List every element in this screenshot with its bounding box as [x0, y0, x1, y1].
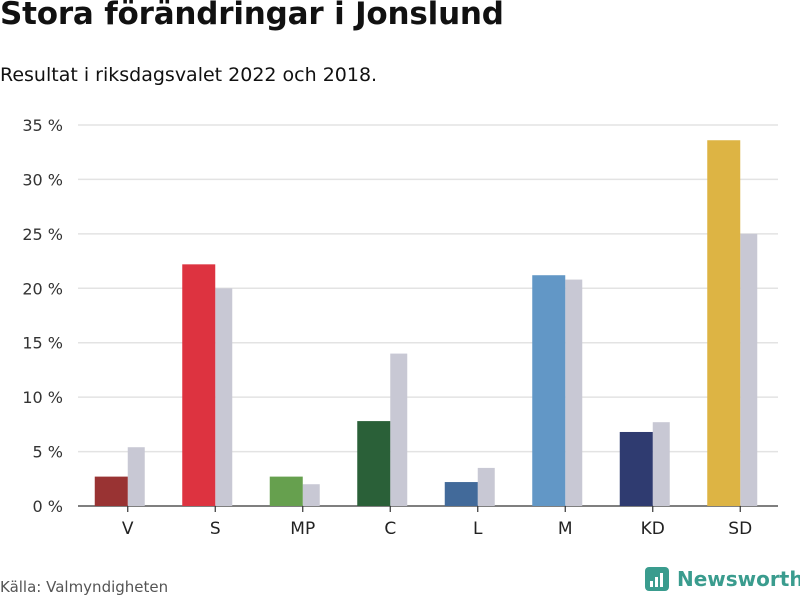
y-tick-label: 10 %	[22, 388, 63, 407]
y-tick-label: 25 %	[22, 225, 63, 244]
bar-previous-C	[390, 353, 408, 506]
y-tick-label: 30 %	[22, 170, 63, 189]
bar-previous-L	[477, 467, 495, 506]
bar-chart-icon	[645, 567, 669, 591]
x-tick-label: C	[384, 519, 396, 539]
bar-previous-V	[127, 447, 145, 506]
bar-previous-KD	[652, 422, 670, 506]
source-note: Källa: Valmyndigheten	[0, 578, 169, 596]
x-tick-label: M	[558, 519, 573, 539]
x-tick-label: SD	[728, 519, 752, 539]
chart-title: Stora förändringar i Jonslund	[0, 0, 504, 32]
y-tick-label: 15 %	[22, 334, 63, 353]
x-tick-label: L	[473, 519, 483, 539]
bar-current-KD	[619, 431, 653, 506]
bar-current-SD	[707, 140, 741, 507]
bar-current-C	[357, 421, 391, 506]
bar-previous-M	[565, 279, 583, 506]
chart-subtitle: Resultat i riksdagsvalet 2022 och 2018.	[0, 64, 378, 86]
bar-current-V	[94, 476, 128, 506]
bar-current-MP	[269, 476, 303, 506]
bar-previous-MP	[302, 484, 320, 506]
y-tick-label: 5 %	[33, 443, 63, 462]
bar-previous-SD	[740, 233, 758, 506]
y-tick-label: 0 %	[33, 497, 63, 516]
x-tick-label: KD	[641, 519, 665, 539]
brand-logo: Newsworthy	[645, 567, 800, 591]
x-tick-label: V	[122, 519, 134, 539]
x-tick-label: S	[210, 519, 221, 539]
bar-current-M	[532, 275, 566, 506]
bar-current-L	[444, 482, 478, 506]
bar-previous-S	[215, 288, 233, 506]
bar-current-S	[182, 264, 216, 506]
y-tick-label: 35 %	[22, 116, 63, 135]
brand-name: Newsworthy	[677, 567, 800, 591]
y-tick-label: 20 %	[22, 279, 63, 298]
x-tick-label: MP	[290, 519, 315, 539]
